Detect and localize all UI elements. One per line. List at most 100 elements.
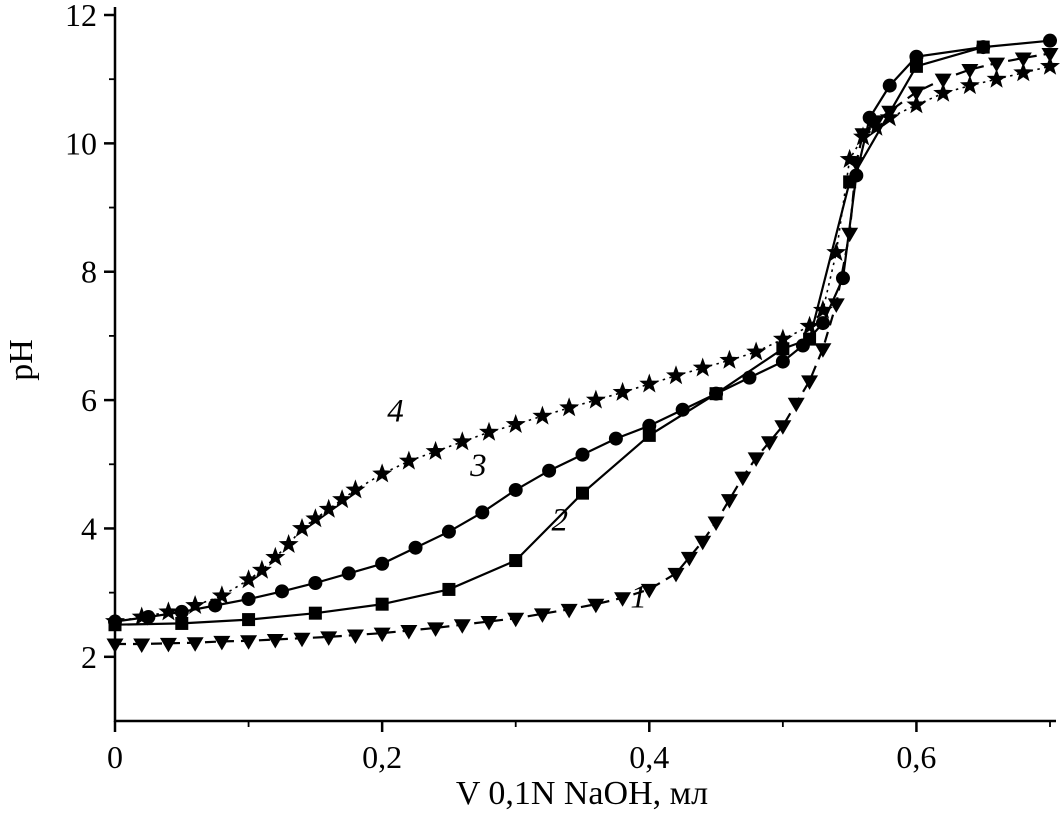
series-4-marker bbox=[585, 389, 606, 409]
series-1-marker bbox=[159, 637, 177, 653]
series-4-marker bbox=[839, 148, 860, 168]
series-3-marker bbox=[542, 463, 557, 478]
series-3-marker bbox=[274, 584, 289, 599]
series-4-marker bbox=[238, 569, 259, 589]
series-4-marker bbox=[158, 601, 179, 621]
series-4-marker bbox=[853, 126, 873, 146]
series-1-marker bbox=[667, 567, 685, 583]
series-4-marker bbox=[1040, 55, 1060, 75]
series-3: 3 bbox=[108, 33, 1057, 629]
series-4-marker bbox=[318, 498, 339, 518]
x-tick-label: 0 bbox=[107, 739, 123, 775]
series-4-marker bbox=[345, 479, 366, 499]
series-2-marker bbox=[509, 554, 523, 568]
y-axis-title: pH bbox=[3, 339, 40, 381]
series-1-marker bbox=[640, 583, 658, 599]
series-1-marker bbox=[1041, 48, 1059, 63]
x-tick-label: 0,6 bbox=[896, 739, 936, 775]
series-3-marker bbox=[976, 40, 991, 55]
series-1-marker bbox=[614, 592, 632, 607]
series-3-marker bbox=[241, 592, 256, 607]
series-3-marker bbox=[408, 540, 423, 555]
series-1-marker bbox=[533, 608, 551, 623]
series-1-marker bbox=[774, 420, 792, 435]
series-3-marker bbox=[775, 354, 790, 369]
series-1-marker bbox=[814, 343, 832, 358]
series-4-marker bbox=[639, 373, 660, 393]
series-4-line bbox=[114, 65, 1051, 623]
series-1-marker bbox=[694, 535, 712, 551]
series-1-marker bbox=[427, 622, 445, 637]
series-4-marker bbox=[305, 508, 326, 528]
series-4-marker bbox=[772, 328, 793, 348]
series-4-marker bbox=[719, 349, 740, 369]
series-3-marker bbox=[909, 49, 924, 64]
series-1-marker bbox=[346, 629, 364, 644]
series-3-marker bbox=[815, 316, 830, 331]
series-4-marker bbox=[278, 534, 299, 553]
series-3-marker bbox=[849, 168, 864, 183]
series-4-marker bbox=[812, 299, 833, 319]
series-1-marker bbox=[106, 638, 124, 653]
series-4-marker bbox=[879, 107, 900, 127]
series-2-marker bbox=[909, 59, 923, 73]
series-2-marker bbox=[308, 606, 322, 620]
x-tick-label: 0,4 bbox=[629, 739, 669, 775]
series-2-line bbox=[114, 46, 984, 626]
series-4-marker bbox=[479, 421, 499, 441]
series-1-marker bbox=[266, 633, 284, 649]
series-1-marker bbox=[1014, 52, 1032, 68]
series-1-marker bbox=[400, 625, 418, 640]
series-1-marker bbox=[560, 603, 578, 619]
series-4-marker bbox=[251, 559, 272, 579]
series-1-marker bbox=[213, 635, 231, 651]
series-4-marker bbox=[505, 414, 526, 433]
series-4-marker bbox=[933, 82, 954, 102]
series-1-marker bbox=[761, 436, 778, 451]
series-3-marker bbox=[709, 386, 724, 401]
series-4: 4 bbox=[105, 55, 1060, 630]
series-1-marker bbox=[293, 632, 311, 648]
series-1-marker bbox=[587, 598, 605, 614]
series-2-marker bbox=[642, 428, 656, 442]
series-3-marker bbox=[642, 418, 657, 433]
series-2-marker bbox=[442, 582, 456, 596]
series-3-marker bbox=[575, 447, 590, 462]
series-2-marker bbox=[576, 486, 589, 500]
series-1-marker bbox=[240, 635, 258, 650]
series-4-marker bbox=[185, 595, 206, 614]
series-4-marker bbox=[398, 450, 419, 470]
series-3-marker bbox=[1043, 33, 1057, 48]
series-1-marker bbox=[373, 627, 391, 643]
series-4-marker bbox=[332, 489, 353, 509]
series-4-marker bbox=[372, 463, 393, 483]
series-4-marker bbox=[906, 94, 927, 114]
series-4-marker bbox=[452, 431, 473, 451]
series-1-marker bbox=[934, 73, 952, 89]
series-3-marker bbox=[835, 271, 850, 286]
series-3-marker bbox=[795, 338, 810, 353]
series-3-marker bbox=[475, 505, 490, 520]
series-4-marker bbox=[105, 611, 125, 630]
series-4-marker bbox=[532, 405, 553, 425]
x-tick-label: 0,2 bbox=[362, 739, 402, 775]
y-tick-label: 12 bbox=[65, 0, 97, 33]
curve-label-3: 3 bbox=[469, 448, 487, 484]
curve-label-1: 1 bbox=[630, 579, 647, 615]
series-1-marker bbox=[787, 397, 805, 413]
series-1-marker bbox=[961, 64, 979, 79]
series-3-marker bbox=[675, 402, 690, 417]
series-3-marker bbox=[862, 110, 877, 125]
series-3-marker bbox=[742, 370, 757, 385]
curve-label-4: 4 bbox=[387, 393, 404, 429]
series-1-marker bbox=[988, 57, 1006, 73]
series-1-line bbox=[115, 52, 1051, 646]
series-3-line bbox=[114, 39, 1051, 623]
series-4-marker bbox=[1013, 62, 1034, 82]
series-4-marker bbox=[692, 357, 713, 377]
series-1: 1 bbox=[106, 48, 1059, 653]
series-4-marker bbox=[211, 585, 232, 605]
curve-label-2: 2 bbox=[552, 502, 569, 538]
